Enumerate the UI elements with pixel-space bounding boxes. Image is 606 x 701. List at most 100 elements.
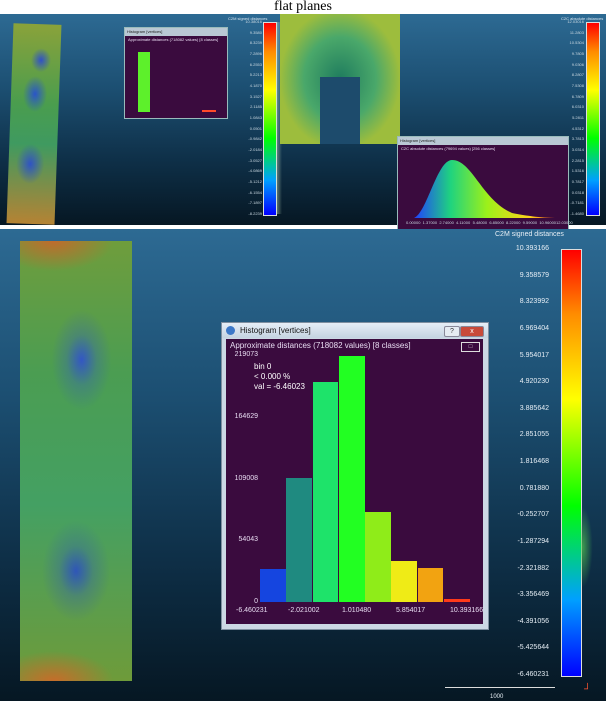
- scale-tick-label: -1.4680: [570, 211, 584, 216]
- histogram-y-tick-label: 109008: [234, 474, 258, 482]
- histogram-bar: [443, 598, 470, 602]
- small-histogram-window[interactable]: Histogram [vertices] Approximate distanc…: [124, 27, 228, 119]
- histogram-bar: [312, 382, 339, 602]
- histogram-window[interactable]: Histogram [vertices] ? x Approximate dis…: [221, 322, 489, 630]
- scale-tick-label: 7.5308: [571, 83, 584, 88]
- scale-tick-label: -6.1554: [248, 189, 262, 195]
- scale-tick-label: 5.2213: [249, 72, 262, 78]
- color-scale-tick-label: 0.781880: [519, 484, 549, 492]
- scale-tick-label: 1.0843: [249, 115, 262, 120]
- scale-tick-label: 8.3239: [249, 40, 262, 46]
- color-scale-tick-label: 9.358579: [519, 271, 549, 279]
- small-histogram-bar: [138, 52, 150, 112]
- gauss-x-tick-label: 6.85000: [489, 220, 504, 225]
- gauss-x-tick-label: 2.74000: [439, 220, 454, 225]
- small-histogram-titlebar[interactable]: Histogram [vertices]: [125, 28, 227, 36]
- color-scale-ticks: 10.393166 9.358579 8.323992 6.969404 5.95401…: [0, 229, 606, 701]
- scale-tick-label: -2.0184: [248, 147, 262, 152]
- scale-tick-label: 6.0310: [571, 104, 584, 110]
- gauss-histogram-subtitle: C2C absolute distances (79694 values) [2…: [401, 146, 496, 151]
- histogram-x-tick-label: -2.021002: [288, 607, 320, 614]
- scale-tick-label: 8.2807: [571, 72, 584, 78]
- histogram-bar: [338, 356, 365, 602]
- color-scale-tick-label: -5.425644: [517, 644, 549, 652]
- color-scale-tick-label: 1.816468: [519, 458, 549, 465]
- scale-tick-label: 0.0318: [571, 189, 584, 195]
- scale-tick-label: 6.2553: [249, 61, 262, 67]
- histogram-x-tick-label: 5.854017: [396, 607, 426, 614]
- gauss-histogram-window[interactable]: Histogram [vertices] C2C absolute distan…: [397, 136, 573, 231]
- histogram-bar: [391, 561, 417, 602]
- color-scale-title: C2M signed distances: [495, 231, 564, 238]
- scale-tick-label: 0.7817: [571, 179, 584, 184]
- page-title: flat planes: [274, 0, 332, 14]
- right-scale-ticks: 12.03016 11.2803 10.5304 9.7805 9.0306 8.2807…: [558, 19, 584, 216]
- close-button[interactable]: x: [460, 326, 484, 337]
- surface-cutout: [320, 77, 360, 144]
- gauss-x-tick-label: 1.37000: [422, 220, 438, 225]
- gauss-x-axis: 0.00000 1.37000 2.74000 4.11000 5.48000 6.850…: [406, 220, 573, 226]
- color-scale-tick-label: -3.356469: [517, 591, 549, 599]
- scale-tick-label: -0.7181: [570, 200, 584, 206]
- color-scale-tick-label: 5.954017: [519, 351, 549, 359]
- scale-tick-label: 3.0314: [571, 147, 584, 152]
- point-cloud-strip[interactable]: [20, 241, 132, 681]
- tooltip-percent: < 0.000 %: [254, 372, 291, 381]
- help-button[interactable]: ?: [444, 326, 460, 337]
- scale-tick-label: -7.1897: [248, 200, 262, 206]
- scale-bar-line: [445, 687, 555, 688]
- scale-tick-label: 9.0306: [571, 61, 584, 67]
- right-color-scale: [586, 22, 600, 216]
- scale-tick-label: -0.9842: [248, 136, 262, 142]
- color-scale-tick-label: 2.851055: [519, 431, 549, 439]
- scale-tick-label: 2.2815: [571, 157, 584, 163]
- gauss-x-tick-label: 10.96000: [539, 220, 557, 225]
- gauss-x-tick-label: 8.22000: [506, 220, 521, 225]
- color-scale-tick-label: -1.287294: [517, 537, 549, 545]
- color-scale-tick-label: 3.885642: [519, 404, 549, 412]
- color-scale-tick-label: 4.920230: [519, 378, 549, 386]
- gauss-histogram-titlebar[interactable]: Histogram [vertices]: [398, 137, 568, 145]
- histogram-tooltip: bin 0 < 0.000 % val = -6.46023: [254, 362, 305, 392]
- left-scale-ticks: 10.38016 9.3580 8.3239 7.2896 6.2553 5.2213 4.…: [236, 19, 262, 216]
- axes-gizmo-icon: ┘: [584, 684, 592, 695]
- color-scale-tick-label: -4.391056: [517, 617, 549, 625]
- scale-tick-label: 7.2896: [249, 51, 262, 56]
- histogram-titlebar[interactable]: Histogram [vertices] ? x: [222, 323, 488, 338]
- scale-tick-label: 0.0501: [249, 125, 262, 131]
- histogram-x-tick-label: 10.393166: [450, 607, 484, 614]
- scale-tick-label: 5.2811: [572, 115, 584, 120]
- scale-tick-label: 4.1870: [249, 83, 262, 88]
- histogram-bars: [260, 339, 480, 624]
- histogram-plot-area[interactable]: Approximate distances (718082 values) [8…: [226, 339, 483, 624]
- histogram-bar: [365, 511, 391, 602]
- right-scale-title: C2C absolute distances: [561, 16, 604, 21]
- scale-tick-label: 3.1527: [249, 93, 262, 99]
- scale-tick-label: -8.2239: [248, 211, 262, 216]
- gauss-x-tick-label: 0.00000: [406, 220, 421, 225]
- gauss-x-tick-label: 4.11000: [456, 220, 471, 225]
- point-cloud-strip[interactable]: [6, 23, 62, 225]
- scale-tick-label: -5.1212: [248, 179, 262, 184]
- scale-tick-label: 2.1185: [250, 104, 262, 110]
- gauss-x-tick-label: 9.59000: [522, 220, 538, 225]
- scale-tick-label: 9.7805: [571, 51, 584, 56]
- app-icon: [226, 326, 235, 335]
- tooltip-value: val = -6.46023: [254, 382, 305, 391]
- small-histogram-bar: [202, 110, 216, 112]
- color-scale-tick-label: -6.460231: [517, 671, 549, 678]
- histogram-x-tick-label: 1.010480: [342, 607, 372, 614]
- scale-tick-label: 3.7813: [571, 136, 584, 142]
- histogram-y-tick-label: 54043: [238, 536, 258, 544]
- color-scale-tick-label: 8.323992: [519, 298, 549, 306]
- histogram-bar: [260, 569, 286, 602]
- top-3d-view[interactable]: Histogram [vertices] Approximate distanc…: [0, 14, 606, 231]
- color-scale-tick-label: 6.969404: [519, 324, 549, 332]
- scale-tick-label: 4.5312: [571, 125, 584, 131]
- scale-bar-label: 1000: [490, 694, 504, 700]
- small-histogram-subtitle: Approximate distances (718082 values) [8…: [128, 37, 219, 42]
- histogram-bar: [417, 568, 444, 602]
- histogram-y-axis: 219073 164629 109008 54043 0: [226, 339, 260, 624]
- export-icon[interactable]: □: [461, 342, 480, 352]
- bottom-3d-view[interactable]: Histogram [vertices] ? x Approximate dis…: [0, 229, 606, 701]
